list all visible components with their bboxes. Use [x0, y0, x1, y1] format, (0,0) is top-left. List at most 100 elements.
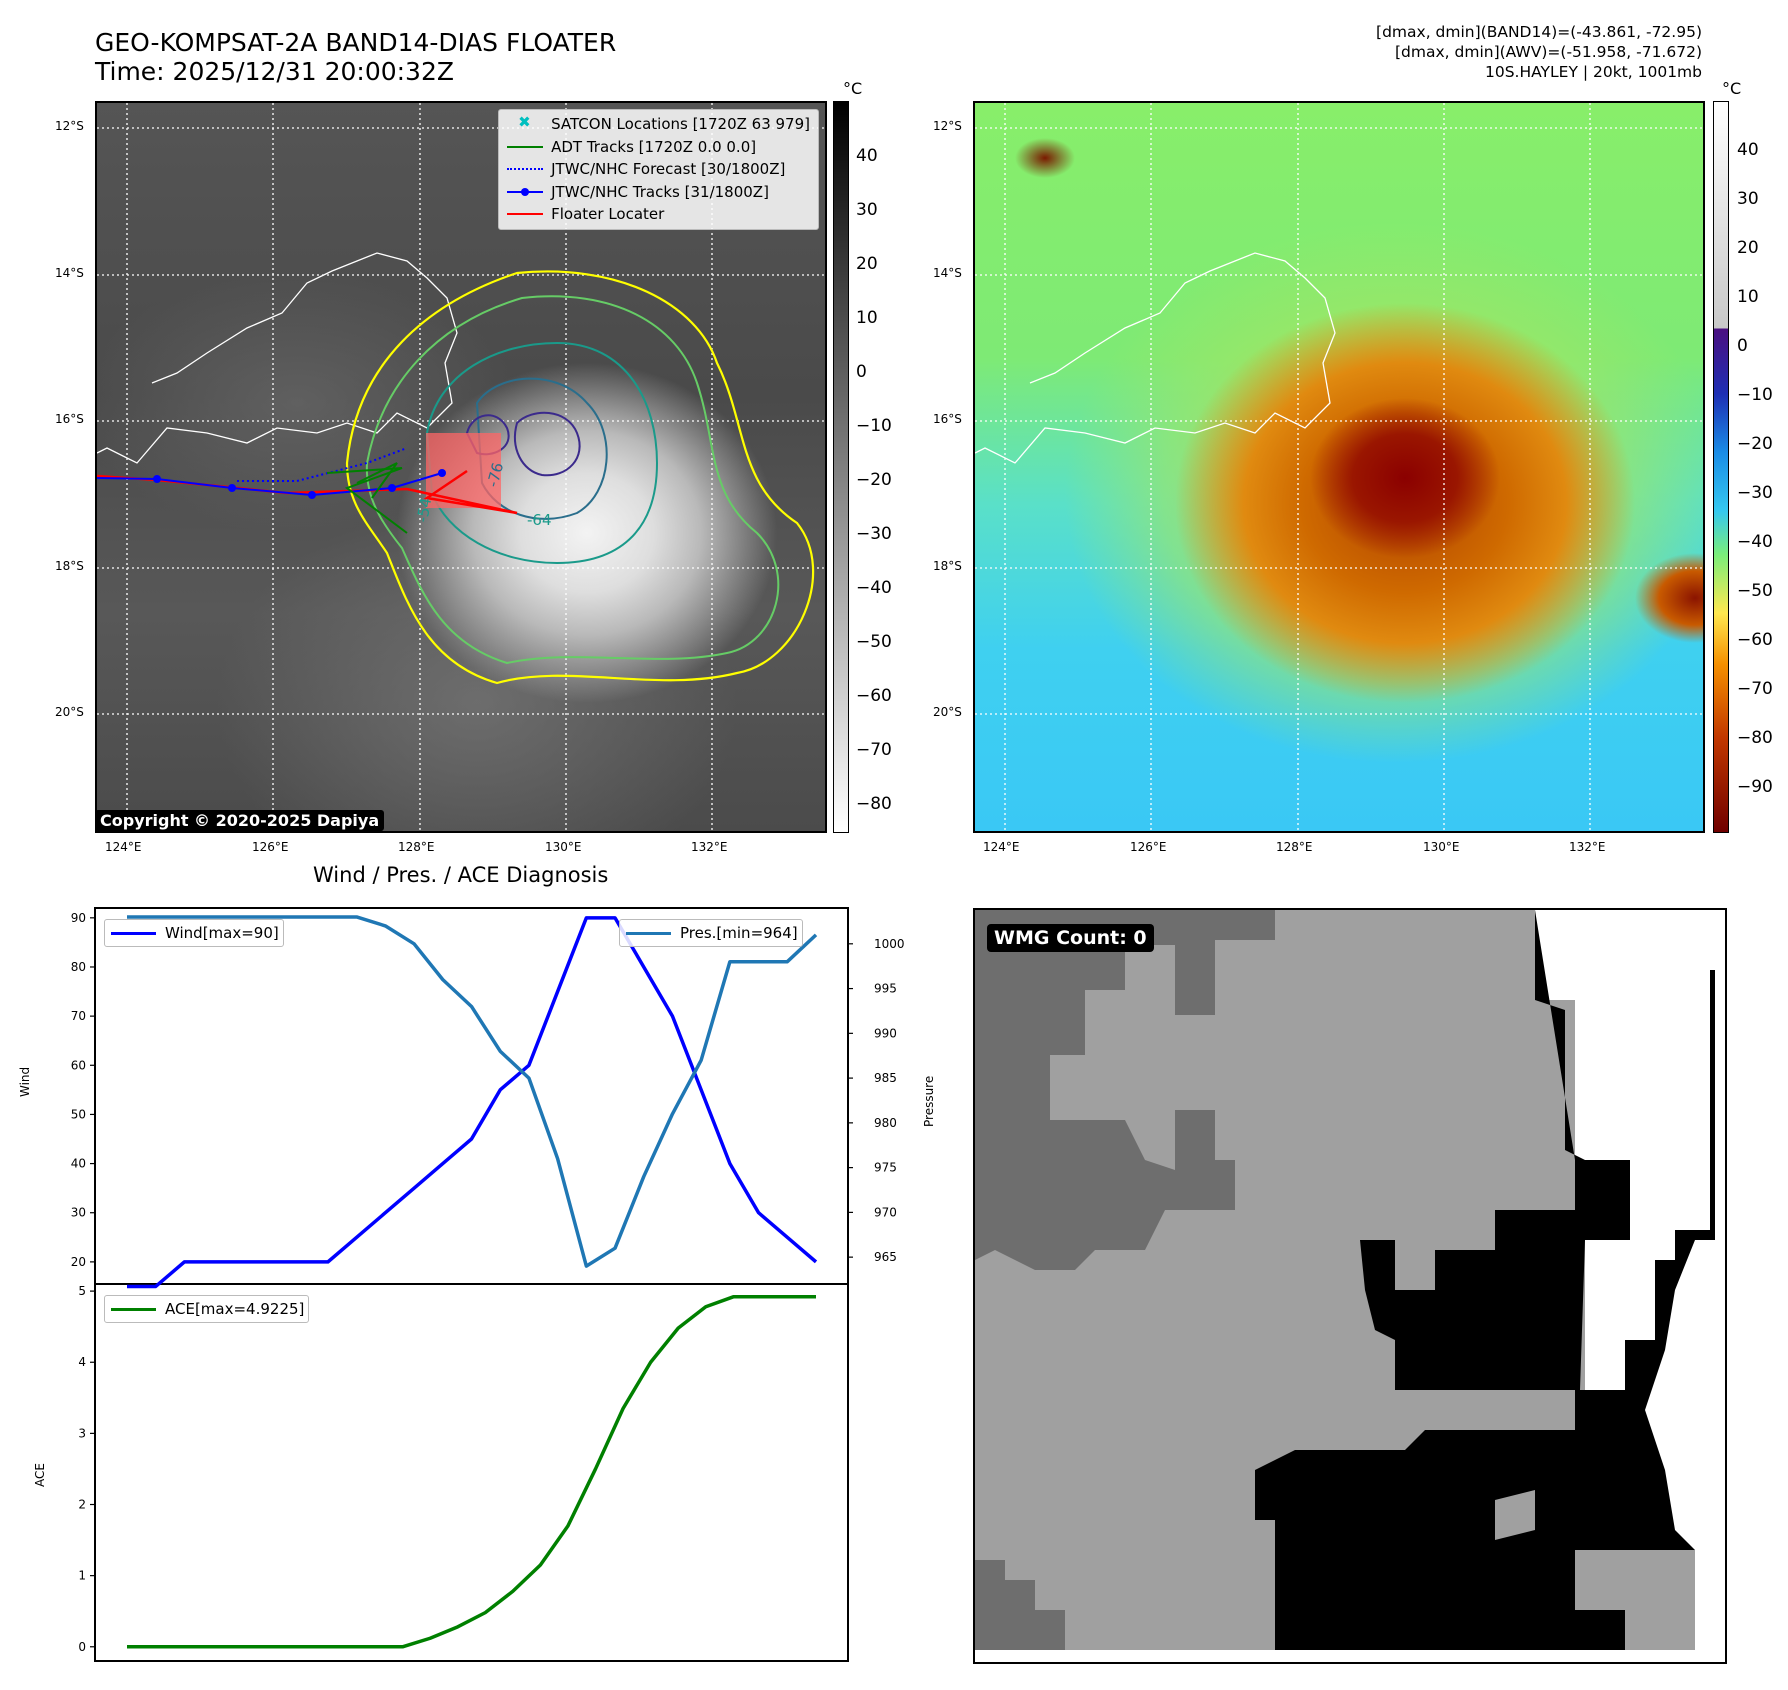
- y-tick-label: 30: [71, 1206, 86, 1220]
- coastline-color: [975, 252, 1336, 464]
- colorbar-color: [1713, 101, 1729, 833]
- colorbar-grayscale: [833, 101, 849, 833]
- lon-label: 132°E: [1569, 840, 1606, 854]
- contour-label-54: -54: [413, 496, 435, 523]
- adt-line-icon: [507, 140, 544, 154]
- lon-label: 128°E: [1276, 840, 1313, 854]
- y-tick-label: 90: [71, 911, 86, 925]
- series-line-pressure: [127, 915, 818, 1268]
- lon-label: 130°E: [545, 840, 582, 854]
- cb-gray-tick: −20: [856, 470, 892, 490]
- cb-color-tick: 40: [1737, 140, 1759, 160]
- cb-color-tick: 10: [1737, 287, 1759, 307]
- satcon-marker-icon: ✖: [518, 113, 531, 132]
- stats-line-1: [dmax, dmin](BAND14)=(-43.861, -72.95): [1376, 23, 1702, 41]
- track-line-icon: [507, 185, 544, 199]
- cb-gray-tick: −70: [856, 740, 892, 760]
- ace-legend: ACE[max=4.9225]: [104, 1295, 310, 1323]
- y2-tick-label: 965: [874, 1250, 897, 1264]
- lon-label: 124°E: [105, 840, 142, 854]
- stats-line-3: 10S.HAYLEY | 20kt, 1001mb: [1485, 63, 1702, 81]
- y2-tick-label: 995: [874, 982, 897, 996]
- y-tick-label: 5: [78, 1284, 86, 1298]
- y-tick-label: 80: [71, 960, 86, 974]
- lat-label: 14°S: [933, 266, 962, 280]
- ace-plot-frame: [94, 1283, 849, 1662]
- wmg-count-badge: WMG Count: 0: [987, 924, 1154, 952]
- wind-legend-label: Wind[max=90]: [165, 924, 279, 942]
- contours: [345, 270, 815, 685]
- cb-color-tick: −30: [1737, 483, 1773, 503]
- legend-label-floater: Floater Locater: [551, 205, 665, 224]
- y-tick-label: 70: [71, 1009, 86, 1023]
- pressure-axis-label: Pressure: [922, 1075, 936, 1127]
- stats-line-2: [dmax, dmin](AWV)=(-51.958, -71.672): [1395, 43, 1702, 61]
- cb-color-tick: −10: [1737, 385, 1773, 405]
- colorbar-color-unit: °C: [1722, 79, 1742, 98]
- lon-label: 130°E: [1423, 840, 1460, 854]
- cb-gray-tick: −80: [856, 794, 892, 814]
- legend-item-adt: ADT Tracks [1720Z 0.0 0.0]: [501, 136, 810, 159]
- lat-label: 16°S: [55, 412, 84, 426]
- legend-item-forecast: JTWC/NHC Forecast [30/1800Z]: [501, 158, 810, 181]
- cb-gray-tick: −10: [856, 416, 892, 436]
- y2-tick-label: 985: [874, 1071, 897, 1085]
- cb-color-tick: −80: [1737, 728, 1773, 748]
- y2-tick-label: 975: [874, 1161, 897, 1175]
- ace-legend-label: ACE[max=4.9225]: [165, 1300, 305, 1318]
- cb-gray-tick: 20: [856, 254, 878, 274]
- y-tick-label: 40: [71, 1157, 86, 1171]
- lon-label: 126°E: [1130, 840, 1167, 854]
- legend-label-satcon: SATCON Locations [1720Z 63 979]: [551, 115, 810, 134]
- lat-label: 14°S: [55, 266, 84, 280]
- lon-label: 126°E: [252, 840, 289, 854]
- wmg-panel: WMG Count: 0: [973, 908, 1727, 1664]
- title-line-1: GEO-KOMPSAT-2A BAND14-DIAS FLOATER: [95, 28, 617, 57]
- y2-tick-label: 1000: [874, 937, 905, 951]
- contour-label-76: -76: [483, 461, 507, 489]
- cb-gray-tick: 0: [856, 362, 867, 382]
- coastline: [97, 252, 458, 464]
- y-tick-label: 0: [78, 1640, 86, 1654]
- legend-item-satcon: ✖ SATCON Locations [1720Z 63 979]: [501, 113, 810, 136]
- series-line-ace: [127, 1295, 816, 1649]
- y-tick-label: 4: [78, 1355, 86, 1369]
- colorbar-gray-unit: °C: [843, 79, 863, 98]
- cb-color-tick: 20: [1737, 238, 1759, 258]
- pres-legend-label: Pres.[min=964]: [680, 924, 798, 942]
- lat-label: 20°S: [55, 705, 84, 719]
- cb-color-tick: 0: [1737, 336, 1748, 356]
- legend-label-adt: ADT Tracks [1720Z 0.0 0.0]: [551, 137, 757, 156]
- lat-label: 20°S: [933, 705, 962, 719]
- wmg-raster: [975, 910, 1725, 1662]
- cb-color-tick: −20: [1737, 434, 1773, 454]
- y2-tick-label: 980: [874, 1116, 897, 1130]
- lon-label: 132°E: [691, 840, 728, 854]
- cb-gray-tick: −30: [856, 524, 892, 544]
- forecast-line-icon: [507, 162, 544, 176]
- cb-gray-tick: 10: [856, 308, 878, 328]
- cb-gray-tick: −50: [856, 632, 892, 652]
- legend-item-floater: Floater Locater: [501, 203, 810, 226]
- y-tick-label: 20: [71, 1255, 86, 1269]
- copyright-badge: Copyright © 2020-2025 Dapiya: [97, 810, 385, 831]
- y-tick-label: 1: [78, 1569, 86, 1583]
- cb-color-tick: −50: [1737, 581, 1773, 601]
- wind-pressure-plot-frame: [94, 907, 849, 1285]
- y-tick-label: 3: [78, 1426, 86, 1440]
- color-map-overlay: [975, 103, 1703, 831]
- ir-grayscale-map: -54 -76 -64 ✖ SATCON Locations [1720Z 63…: [95, 101, 827, 833]
- ir-color-map: [973, 101, 1705, 833]
- legend-item-jtwc-tracks: JTWC/NHC Tracks [31/1800Z]: [501, 181, 810, 204]
- jtwc-track-points: [153, 469, 446, 499]
- lat-label: 12°S: [933, 119, 962, 133]
- cb-color-tick: −90: [1737, 777, 1773, 797]
- legend-label-forecast: JTWC/NHC Forecast [30/1800Z]: [551, 160, 786, 179]
- wind-legend: Wind[max=90]: [104, 919, 284, 947]
- cb-color-tick: −60: [1737, 630, 1773, 650]
- cb-gray-tick: −40: [856, 578, 892, 598]
- adt-tracks: [326, 462, 408, 534]
- figure-title: GEO-KOMPSAT-2A BAND14-DIAS FLOATER Time:…: [95, 28, 616, 86]
- y2-tick-label: 970: [874, 1205, 897, 1219]
- cb-color-tick: −40: [1737, 532, 1773, 552]
